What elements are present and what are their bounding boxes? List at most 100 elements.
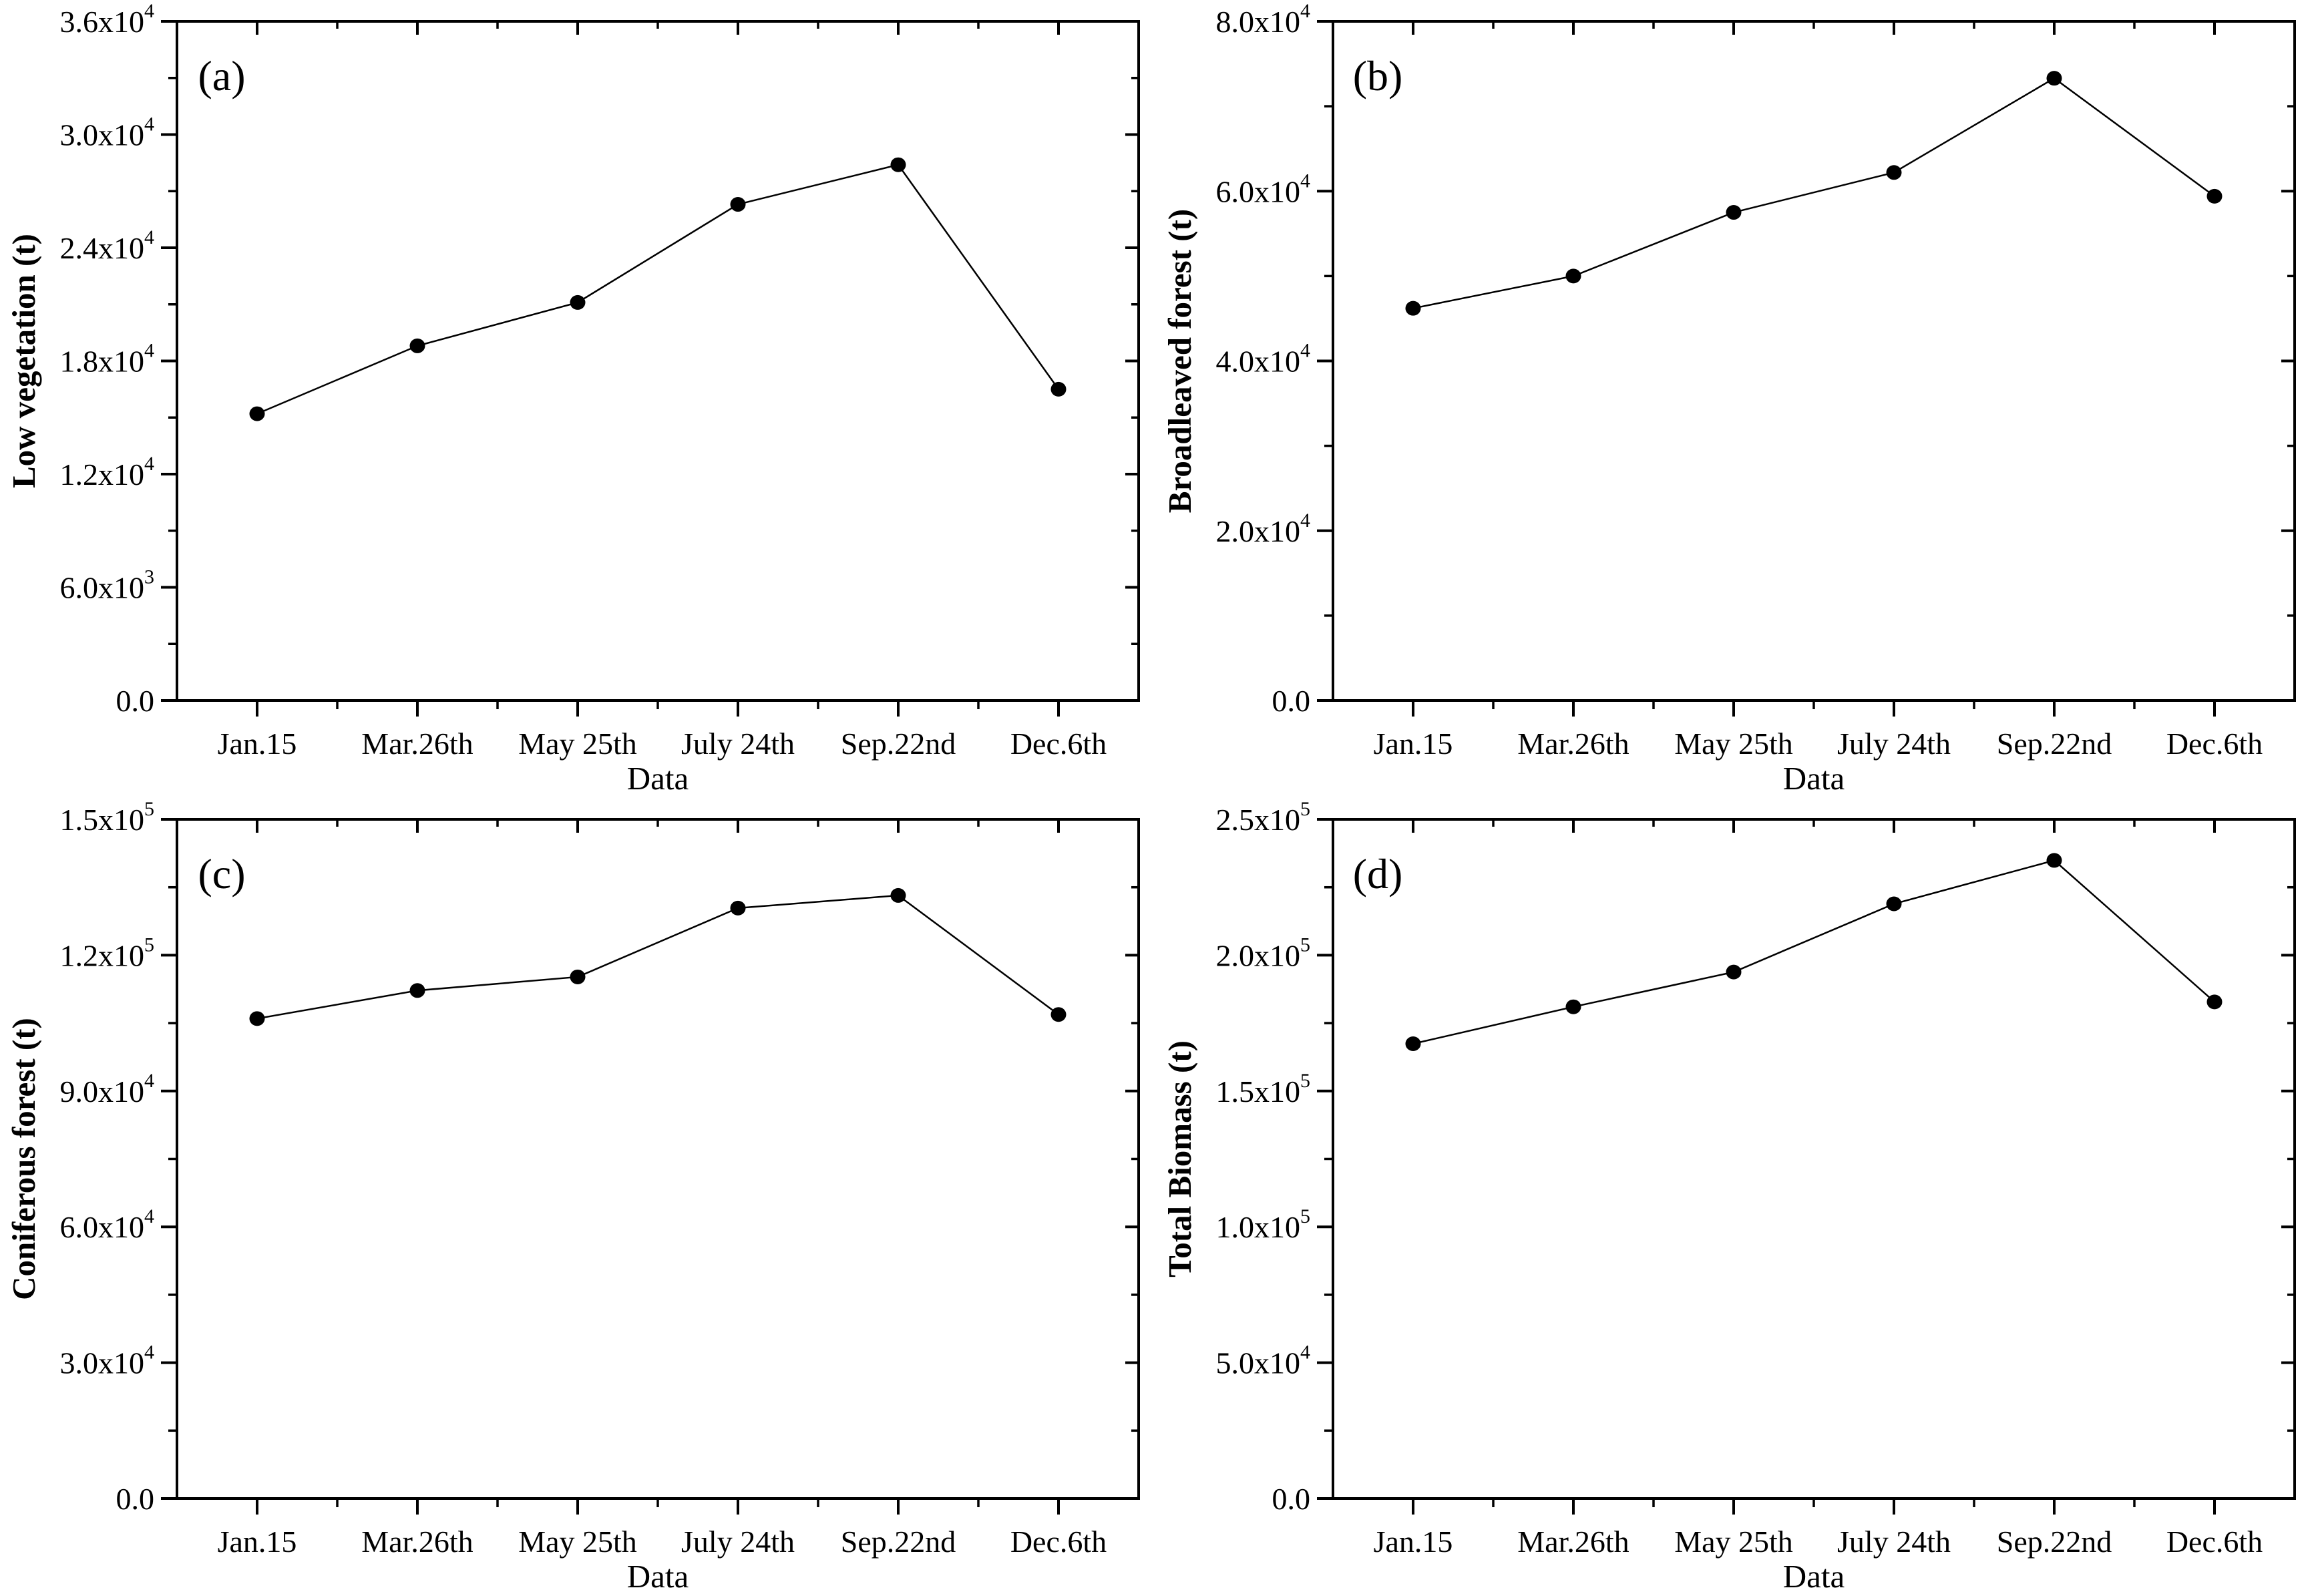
x-tick-label: July 24th [681,727,795,761]
data-point-marker [1726,205,1742,220]
data-point-marker [2046,853,2062,868]
x-tick-label: Dec.6th [2166,1525,2263,1559]
x-tick-label: May 25th [1674,1525,1793,1559]
y-tick-label: 1.2x105 [60,934,155,972]
y-tick-label: 5.0x104 [1216,1342,1311,1380]
x-tick-label: May 25th [518,1525,637,1559]
y-tick-label: 0.0 [1272,684,1311,718]
y-tick-label: 6.0x104 [1216,170,1311,208]
x-axis-title: Data [627,1558,689,1595]
data-point-marker [890,887,906,903]
x-tick-label: Sep.22nd [1997,727,2112,761]
panel-letter: (a) [198,52,245,99]
data-point-marker [2206,188,2223,204]
data-point-marker [1565,999,1581,1014]
data-point-marker [1405,301,1421,316]
data-line [1412,859,2215,1045]
axes-frame [1332,818,2296,1500]
x-tick-label: Dec.6th [2166,727,2263,761]
y-axis-title: Coniferous forest (t) [5,1018,42,1300]
chart-d-total-biomass: 0.0 5.0x104 1.0x105 1.5x105 2.0x105 2.5x105 Ja… [1161,798,2296,1595]
data-point-marker [570,969,586,984]
y-tick-label: 3.0x104 [60,114,155,152]
data-point-marker [1050,381,1067,397]
panel-d-total-biomass: 0.0 5.0x104 1.0x105 1.5x105 2.0x105 2.5x105 Ja… [1156,798,2312,1596]
data-point-marker [1886,165,1902,180]
panel-b-broadleaved-forest: 0.0 2.0x104 4.0x104 6.0x104 8.0x104 Jan.15 Mar… [1156,0,2312,798]
y-tick-label: 3.6x104 [60,0,155,39]
data-point-marker [890,157,906,172]
data-line [1412,77,2215,309]
x-tick-label: Mar.26th [1517,1525,1629,1559]
data-point-marker [1886,896,1902,912]
x-tick-label: July 24th [681,1525,795,1559]
y-tick-label: 0.0 [116,684,155,718]
x-tick-label: May 25th [518,727,637,761]
data-point-marker [249,1011,265,1026]
y-tick-label: 0.0 [116,1482,155,1516]
x-tick-label: Dec.6th [1010,727,1107,761]
y-tick-label: 1.5x105 [60,798,155,837]
data-point-marker [1405,1036,1421,1052]
data-point-marker [730,197,746,212]
y-tick-label: 2.0x104 [1216,510,1311,548]
y-tick-label: 2.5x105 [1216,798,1311,837]
x-tick-label: Mar.26th [1517,727,1629,761]
y-axis-title: Total Biomass (t) [1161,1040,1198,1277]
axes-frame [176,20,1140,702]
y-tick-label: 2.4x104 [60,226,155,265]
x-tick-label: Jan.15 [218,1525,297,1559]
data-point-marker [2206,994,2223,1010]
x-tick-label: Mar.26th [361,727,473,761]
y-tick-label: 3.0x104 [60,1342,155,1380]
panel-letter: (d) [1353,850,1403,897]
y-tick-label: 1.8x104 [60,340,155,379]
panel-c-coniferous-forest: 0.0 3.0x104 6.0x104 9.0x104 1.2x105 1.5x105 Ja… [0,798,1156,1596]
x-tick-label: Sep.22nd [841,727,956,761]
x-axis-title: Data [1783,1558,1845,1595]
x-tick-label: Jan.15 [1374,1525,1453,1559]
y-axis-title: Broadleaved forest (t) [1161,209,1198,513]
data-point-marker [409,338,425,353]
data-point-marker [249,406,265,421]
axes-frame [1332,20,2296,702]
data-point-marker [1565,268,1581,284]
x-tick-label: Jan.15 [218,727,297,761]
y-tick-label: 4.0x104 [1216,340,1311,379]
y-tick-label: 0.0 [1272,1482,1311,1516]
x-axis-title: Data [627,760,689,797]
y-tick-label: 1.2x104 [60,453,155,491]
y-tick-label: 1.0x105 [1216,1205,1311,1244]
data-line [256,164,1060,415]
x-tick-label: Jan.15 [1374,727,1453,761]
chart-c-coniferous-forest: 0.0 3.0x104 6.0x104 9.0x104 1.2x105 1.5x105 Ja… [5,798,1140,1595]
y-tick-label: 1.5x105 [1216,1070,1311,1109]
chart-b-broadleaved-forest: 0.0 2.0x104 4.0x104 6.0x104 8.0x104 Jan.15 Mar… [1161,0,2296,797]
y-tick-label: 8.0x104 [1216,0,1311,39]
data-point-marker [1050,1007,1067,1022]
data-point-marker [2046,71,2062,86]
y-axis-title: Low vegetation (t) [5,234,42,488]
x-tick-label: July 24th [1837,727,1951,761]
x-tick-label: July 24th [1837,1525,1951,1559]
x-tick-label: Dec.6th [1010,1525,1107,1559]
data-point-marker [570,294,586,310]
chart-a-low-vegetation: 0.0 6.0x103 1.2x104 1.8x104 2.4x104 3.0x104 3.… [5,0,1140,797]
x-tick-label: Sep.22nd [841,1525,956,1559]
x-tick-label: Mar.26th [361,1525,473,1559]
data-point-marker [730,900,746,916]
x-tick-label: Sep.22nd [1997,1525,2112,1559]
y-tick-label: 6.0x103 [60,566,155,605]
x-tick-label: May 25th [1674,727,1793,761]
y-tick-label: 2.0x105 [1216,934,1311,972]
data-point-marker [409,983,425,998]
panel-a-low-vegetation: 0.0 6.0x103 1.2x104 1.8x104 2.4x104 3.0x104 3.… [0,0,1156,798]
panel-letter: (b) [1353,52,1403,99]
y-tick-label: 9.0x104 [60,1070,155,1109]
data-point-marker [1726,964,1742,980]
axes-frame [176,818,1140,1500]
y-tick-label: 6.0x104 [60,1205,155,1244]
panel-letter: (c) [198,850,245,897]
x-axis-title: Data [1783,760,1845,797]
